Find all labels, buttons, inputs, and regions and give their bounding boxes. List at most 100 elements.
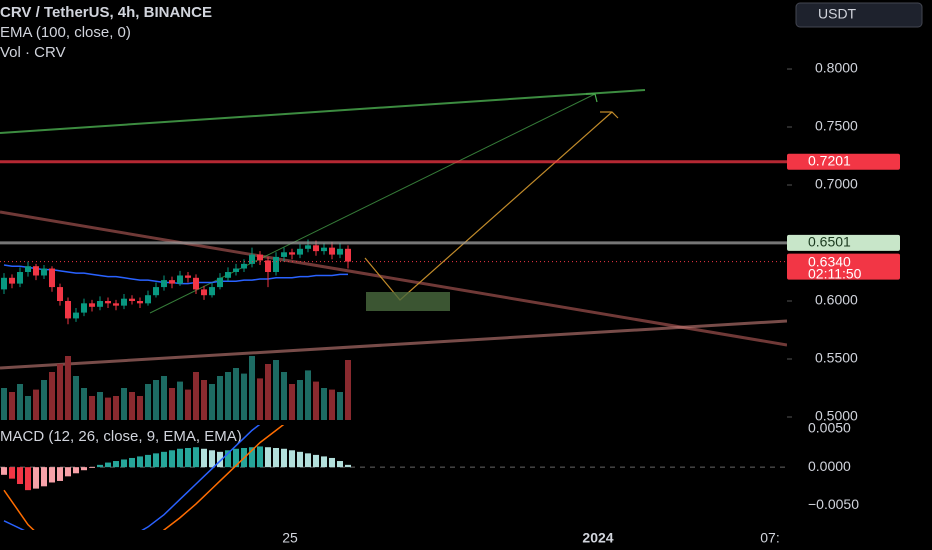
candle-body	[345, 248, 351, 262]
candle-body	[257, 254, 263, 261]
macd-histogram-bar	[193, 447, 199, 468]
volume-bar	[273, 360, 279, 420]
candle-body	[121, 298, 127, 306]
candle-body	[97, 301, 103, 307]
volume-bar	[313, 381, 319, 420]
trend-line	[0, 210, 787, 347]
candle-body	[177, 275, 183, 284]
signal-line	[3, 425, 285, 530]
volume-bar	[25, 396, 31, 420]
macd-histogram-bar	[161, 451, 167, 468]
volume-bar	[321, 388, 327, 420]
volume-bar	[257, 378, 263, 420]
volume-bar	[233, 368, 239, 420]
volume-bar	[177, 381, 183, 420]
price-level-label: 0.6501	[808, 234, 851, 250]
candle-body	[25, 266, 31, 273]
candle-body	[289, 252, 295, 255]
volume-bar	[345, 360, 351, 420]
macd-histogram-bar	[257, 446, 263, 468]
price-pane	[1, 239, 351, 420]
macd-histogram-bar	[345, 464, 351, 468]
macd-histogram-bar	[329, 457, 335, 468]
drawings	[0, 89, 787, 370]
trend-line	[0, 319, 787, 370]
macd-histogram-bar	[249, 447, 255, 468]
price-label-box	[787, 153, 900, 170]
candle-body	[273, 256, 279, 273]
macd-histogram-bar	[25, 467, 31, 491]
volume-bar	[9, 392, 15, 420]
candle-body	[297, 248, 303, 255]
candle-body	[49, 268, 55, 288]
volume-bar	[265, 364, 271, 420]
macd-histogram-bar	[281, 448, 287, 468]
candle-body	[329, 247, 335, 255]
candle-body	[249, 254, 255, 264]
volume-bar	[41, 380, 47, 420]
macd-histogram-bar	[201, 448, 207, 468]
currency-label[interactable]: USDT	[818, 6, 857, 22]
macd-histogram-bar	[265, 447, 271, 468]
volume-bar	[129, 392, 135, 420]
volume-bar	[217, 376, 223, 420]
macd-pane	[0, 425, 787, 530]
macd-histogram-bar	[129, 457, 135, 468]
candle-body	[321, 247, 327, 252]
volume-bar	[161, 376, 167, 420]
volume-bar	[289, 384, 295, 420]
macd-histogram-bar	[217, 451, 223, 468]
price-tick-label: 0.6000	[815, 292, 858, 308]
candle-body	[81, 303, 87, 313]
countdown-label: 02:11:50	[808, 265, 862, 281]
candle-body	[265, 260, 271, 273]
volume-bar	[145, 384, 151, 420]
candle-body	[193, 277, 199, 290]
macd-histogram-bar	[41, 467, 47, 487]
volume-bar	[337, 392, 343, 420]
candle-body	[201, 289, 207, 296]
volume-bar	[1, 388, 7, 420]
price-tick-label: 0.7500	[815, 118, 858, 134]
price-tick-label: 0.5000	[815, 408, 858, 424]
macd-histogram-bar	[65, 467, 71, 477]
macd-histogram-bar	[289, 450, 295, 468]
macd-tick-label: 0.0050	[808, 420, 851, 436]
indicator-label: Vol · CRV	[0, 44, 66, 61]
candle-body	[65, 301, 71, 319]
macd-histogram-bar	[137, 456, 143, 468]
trend-line	[0, 89, 646, 134]
macd-histogram-bar	[185, 447, 191, 468]
macd-histogram-bar	[233, 448, 239, 468]
volume-bar	[57, 364, 63, 420]
arrow-head	[600, 111, 619, 119]
macd-histogram-bar	[17, 467, 23, 485]
volume-bar	[17, 384, 23, 420]
macd-histogram-bar	[113, 461, 119, 468]
macd-histogram-bar	[81, 467, 87, 471]
candle-body	[305, 245, 311, 249]
indicator-label: EMA (100, close, 0)	[0, 24, 131, 41]
candle-body	[217, 277, 223, 288]
candle-body	[337, 248, 343, 255]
currency-button[interactable]	[795, 2, 923, 28]
candle-body	[113, 303, 119, 306]
volume-bar	[105, 397, 111, 420]
volume-bar	[185, 389, 191, 420]
candle-body	[137, 301, 143, 304]
macd-histogram-bar	[177, 448, 183, 468]
volume-bar	[81, 388, 87, 420]
volume-bar	[89, 396, 95, 420]
candle-body	[209, 287, 215, 296]
candle-body	[1, 277, 7, 290]
last-price-box	[787, 253, 900, 280]
candle-body	[105, 301, 111, 304]
ema-line	[3, 264, 348, 285]
macd-histogram-bar	[49, 467, 55, 483]
macd-histogram-bar	[105, 462, 111, 468]
candle-body	[225, 272, 231, 278]
arrow-head	[586, 93, 598, 103]
macd-histogram-bar	[73, 467, 79, 474]
price-tick-label: 0.8000	[815, 60, 858, 76]
